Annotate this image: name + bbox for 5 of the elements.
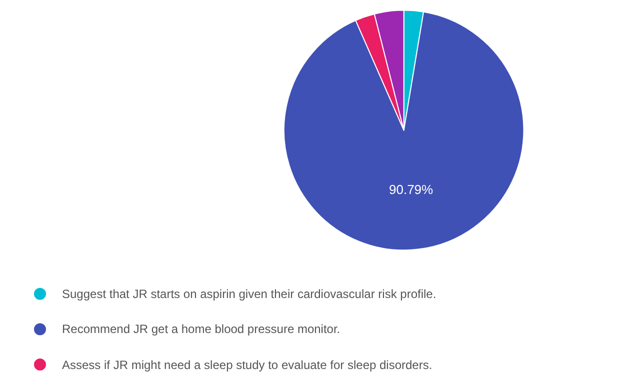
- legend-label: Suggest that JR starts on aspirin given their cardiovascular risk profile.: [62, 287, 436, 301]
- data-label: 90.79%: [388, 182, 434, 198]
- legend-label: Recommend JR get a home blood pressure monitor.: [62, 322, 340, 336]
- pie-slice: [283, 11, 524, 251]
- legend-label: Assess if JR might need a sleep study to evaluate for sleep disorders.: [62, 358, 432, 372]
